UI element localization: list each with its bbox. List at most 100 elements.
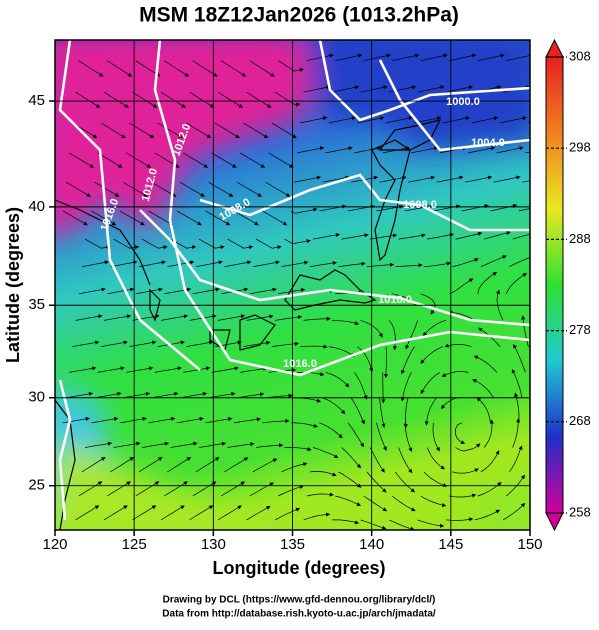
streamline [214,340,242,347]
streamline [75,91,101,108]
streamline [424,397,437,426]
streamline [205,416,233,424]
streamline [369,447,385,473]
streamline [214,122,240,139]
streamline [441,371,469,377]
streamline [322,175,350,183]
streamline [189,505,214,521]
streamline [452,257,479,268]
streamline [142,441,170,448]
streamline [218,314,246,321]
streamline [328,116,356,124]
streamline [408,175,436,183]
streamline [290,207,318,214]
streamline [227,441,255,448]
streamline [249,482,275,497]
streamline [509,445,523,473]
streamline [454,422,466,445]
streamline [511,368,523,398]
streamline [499,116,527,124]
streamline [284,238,311,245]
streamline [113,441,141,448]
axes: 120 125 130 135 140 145 150 25 30 35 40 45 [28,92,542,553]
streamlines [62,53,530,530]
streamline [309,260,337,268]
plot-area: 1000.01004.01008.01008.01012.01012.01016… [55,40,530,530]
colorbar: 258 268 278 288 298 308 [545,38,591,532]
streamline [66,391,94,399]
streamline [69,152,95,168]
streamline [65,181,91,197]
streamline [240,366,268,373]
streamline [357,346,374,373]
streamline [363,53,391,62]
streamline [332,519,360,525]
streamline [455,443,481,452]
x-tick-label: 150 [517,536,542,553]
streamline [335,495,361,506]
streamline [176,416,204,424]
streamline [420,346,444,364]
streamline [119,416,147,424]
streamline [97,366,125,373]
streamline [444,343,472,348]
streamline [332,320,360,326]
streamline [328,346,355,358]
streamline [75,505,100,521]
streamline [148,416,176,424]
streamline [211,152,237,168]
streamline [278,60,304,73]
streamline [62,210,88,226]
streamline [395,263,423,268]
streamline [183,152,209,168]
streamline [442,116,470,124]
streamline [512,418,521,448]
streamline [449,53,477,62]
streamline [186,122,212,139]
streamline [385,116,413,124]
streamline [427,232,455,240]
streamline [303,316,331,321]
colorbar-scale [545,56,564,514]
streamline [398,233,426,240]
colorbar-tick-label: 308 [569,48,591,63]
isobars [58,40,530,521]
streamline [506,53,530,62]
streamline [211,366,239,373]
streamline [199,441,227,448]
streamline [290,422,318,428]
streamline [135,481,160,497]
streamline [221,481,246,497]
streamline [518,208,530,212]
streamline [420,53,448,62]
colorbar-tick-label: 298 [569,140,591,155]
streamline [132,91,158,108]
streamline [284,447,312,452]
streamline [100,122,126,139]
streamline [449,493,477,498]
streamline [484,230,511,240]
streamline [521,315,529,347]
streamline [354,146,382,154]
streamline [379,397,386,428]
streamline [281,462,308,473]
streamline [313,232,341,240]
streamline [303,512,331,521]
streamline [471,116,499,124]
streamline [81,260,109,268]
streamline [432,422,440,452]
streamline [502,503,526,521]
streamline [411,146,439,154]
streamline [195,260,223,268]
streamline [262,418,290,424]
streamline [357,116,385,124]
contour-label: 1016.0 [378,294,412,306]
streamline [383,346,389,379]
streamline [278,485,304,497]
streamline [325,146,353,154]
streamline [522,180,530,183]
streamline [360,320,383,338]
streamline [110,457,135,473]
streamline [151,391,179,399]
contour-label: 1008.0 [403,199,437,211]
